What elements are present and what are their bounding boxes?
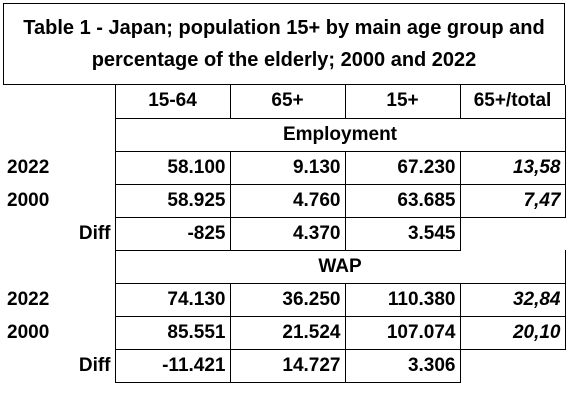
value-cell: 3.306 [345,349,461,383]
data-row: 2022 58.100 9.130 67.230 13,58 [3,151,566,185]
corner-cell [3,250,116,283]
value-cell: 58.925 [115,184,231,218]
data-row: Diff -825 4.370 3.545 [3,217,565,251]
value-cell: 63.685 [345,184,461,218]
table-body: 15-64 65+ 15+ 65+/total Employment 2022 58.100… [3,85,566,383]
section-header: Employment [115,118,566,152]
data-row: 2000 85.551 21.524 107.074 20,10 [3,316,566,350]
value-cell: 67.230 [345,151,461,185]
value-cell: -11.421 [115,349,231,383]
value-cell: 85.551 [115,316,231,350]
data-table: 15-64 65+ 15+ 65+/total Employment 2022 58.100… [3,85,566,383]
table-title: Table 1 - Japan; population 15+ by main … [3,3,565,85]
row-label: 2022 [3,151,116,184]
row-label: 2000 [3,184,116,217]
column-header: 65+ [230,85,346,119]
data-row: 2022 74.130 36.250 110.380 32,84 [3,283,566,317]
empty-cell [460,217,565,250]
column-header: 15-64 [115,85,231,119]
value-cell: 4.760 [230,184,346,218]
section-row: Employment [3,118,566,152]
value-cell: 13,58 [460,151,566,185]
value-cell: 32,84 [460,283,566,317]
section-row: WAP [3,250,566,284]
header-row: 15-64 65+ 15+ 65+/total [3,85,566,119]
value-cell: 58.100 [115,151,231,185]
table-wrapper: Table 1 - Japan; population 15+ by main … [3,3,566,383]
section-header: WAP [115,250,566,284]
corner-cell [3,118,116,151]
row-label: 2000 [3,316,116,349]
empty-cell [460,349,565,382]
row-label: Diff [3,349,116,382]
value-cell: 74.130 [115,283,231,317]
corner-cell [3,85,116,118]
value-cell: 36.250 [230,283,346,317]
value-cell: -825 [115,217,231,251]
value-cell: 3.545 [345,217,461,251]
data-row: 2000 58.925 4.760 63.685 7,47 [3,184,566,218]
row-label: 2022 [3,283,116,316]
row-label: Diff [3,217,116,250]
value-cell: 107.074 [345,316,461,350]
value-cell: 110.380 [345,283,461,317]
value-cell: 21.524 [230,316,346,350]
value-cell: 14.727 [230,349,346,383]
value-cell: 7,47 [460,184,566,218]
value-cell: 4.370 [230,217,346,251]
value-cell: 9.130 [230,151,346,185]
value-cell: 20,10 [460,316,566,350]
data-row: Diff -11.421 14.727 3.306 [3,349,565,383]
column-header: 65+/total [460,85,566,119]
column-header: 15+ [345,85,461,119]
